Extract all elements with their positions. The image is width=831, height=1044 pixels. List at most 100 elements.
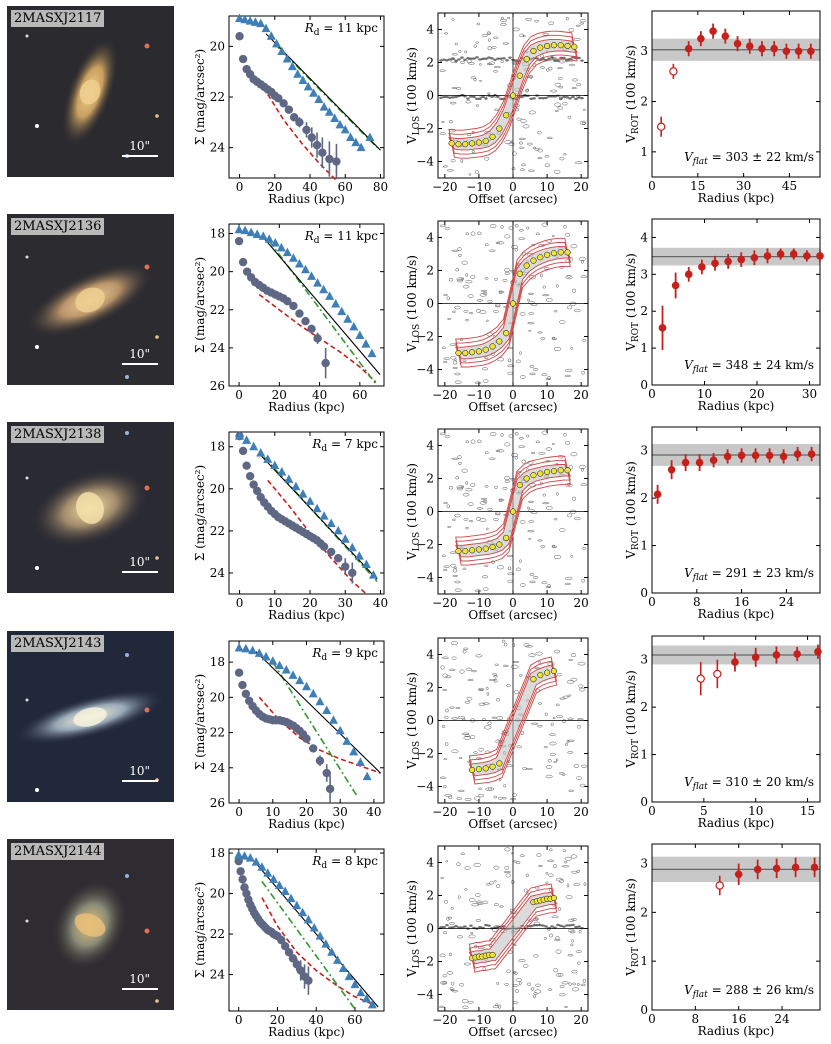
- y-tick-label: 20: [210, 39, 225, 53]
- noise-contour: [473, 751, 478, 754]
- noise-contour: [460, 60, 466, 64]
- noise-contour: [550, 722, 554, 727]
- vrot-point: [789, 250, 798, 258]
- sb-triangle-point: [261, 23, 271, 33]
- sb-dot-point: [312, 140, 322, 150]
- noise-contour: [566, 680, 575, 684]
- noise-contour: [563, 1005, 569, 1008]
- noise-contour: [482, 379, 489, 383]
- pv-trace-point: [469, 547, 476, 554]
- pv-trace-point: [550, 250, 557, 257]
- y-tick-label: 26: [210, 379, 225, 393]
- y-tick-label: 22: [210, 927, 225, 941]
- pv-trace-point: [503, 112, 510, 119]
- noise-contour: [518, 981, 522, 986]
- noise-contour: [456, 796, 462, 801]
- noise-band: [496, 925, 500, 929]
- galaxy-image: [7, 631, 174, 802]
- noise-contour: [473, 78, 477, 82]
- noise-contour: [488, 678, 497, 682]
- noise-band: [439, 96, 443, 99]
- sb-triangle-point: [245, 16, 255, 25]
- x-tick-label: 10: [539, 388, 554, 402]
- noise-contour: [456, 87, 462, 90]
- noise-contour: [484, 451, 489, 455]
- sb-triangle-point: [355, 330, 365, 339]
- pv-trace-point: [469, 349, 476, 356]
- sb-dot-point: [325, 784, 335, 794]
- sb-triangle-point: [294, 259, 304, 268]
- rotation-curve-panel: 0 10 20 30 0 1 2 3 4 Vflat = 348 ± 24 km/s Radius …: [624, 218, 824, 413]
- noise-contour: [493, 903, 499, 906]
- noise-contour: [546, 136, 553, 139]
- noise-contour: [443, 32, 449, 35]
- sb-dot-point: [309, 744, 318, 753]
- pv-trace-point: [550, 468, 557, 475]
- noise-contour: [565, 368, 573, 373]
- noise-contour: [508, 434, 514, 438]
- y-axis-label: Σ (mag/arcsec²): [193, 674, 207, 770]
- sb-triangle-point: [319, 102, 329, 111]
- vrot-point: [684, 270, 693, 279]
- noise-contour: [438, 1005, 445, 1008]
- noise-contour: [464, 50, 468, 54]
- plot-area: [235, 431, 378, 595]
- pv-trace-point: [509, 508, 517, 515]
- sb-triangle-point: [280, 886, 290, 896]
- noise-contour: [476, 507, 484, 510]
- vrot-point: [776, 250, 785, 258]
- noise-contour: [559, 697, 566, 700]
- noise-contour: [502, 42, 510, 45]
- noise-contour: [504, 268, 510, 272]
- noise-contour: [539, 66, 546, 69]
- noise-contour: [474, 381, 482, 385]
- noise-contour: [542, 493, 546, 497]
- scale-bar-label: 10": [129, 972, 150, 986]
- total-model-line: [255, 651, 381, 774]
- noise-contour: [442, 689, 448, 692]
- noise-contour: [516, 117, 522, 121]
- noise-contour: [507, 16, 511, 20]
- noise-contour: [581, 259, 584, 264]
- noise-contour: [442, 361, 448, 364]
- vrot-point: [810, 863, 819, 872]
- noise-contour: [542, 285, 546, 289]
- pv-trace-point: [496, 760, 503, 767]
- noise-contour: [461, 732, 470, 735]
- noise-contour: [481, 367, 488, 371]
- noise-contour: [499, 905, 504, 908]
- noise-contour: [565, 232, 570, 237]
- noise-band: [559, 56, 563, 60]
- sb-triangle-point: [322, 705, 332, 715]
- noise-contour: [462, 492, 470, 497]
- noise-contour: [479, 501, 487, 505]
- noise-band: [487, 56, 491, 59]
- noise-contour: [535, 983, 541, 987]
- noise-contour: [444, 435, 451, 438]
- noise-band: [529, 97, 533, 101]
- noise-band: [442, 95, 446, 99]
- sb-dot-point: [302, 734, 311, 743]
- y-tick-label: 3: [640, 267, 648, 281]
- noise-contour: [541, 581, 548, 585]
- noise-contour: [515, 567, 521, 572]
- foreground-star: [125, 653, 129, 657]
- noise-band: [538, 96, 542, 100]
- sb-triangle-point: [362, 993, 372, 1003]
- pv-trace-point: [489, 543, 496, 551]
- vrot-point: [697, 34, 705, 43]
- scale-bar-label: 10": [129, 764, 150, 778]
- noise-contour: [465, 100, 472, 104]
- sb-dot-point: [296, 966, 305, 975]
- noise-contour: [452, 367, 459, 369]
- plot-area: [235, 13, 381, 182]
- x-tick-label: 30: [802, 387, 817, 401]
- noise-contour: [498, 778, 502, 781]
- vrot-point: [681, 458, 690, 467]
- pv-trace-point: [537, 470, 544, 477]
- noise-contour: [486, 319, 489, 322]
- disk-model-line: [272, 661, 358, 797]
- sb-triangle-point: [282, 247, 292, 257]
- noise-band: [463, 58, 467, 62]
- axes-frame-top: [651, 218, 821, 386]
